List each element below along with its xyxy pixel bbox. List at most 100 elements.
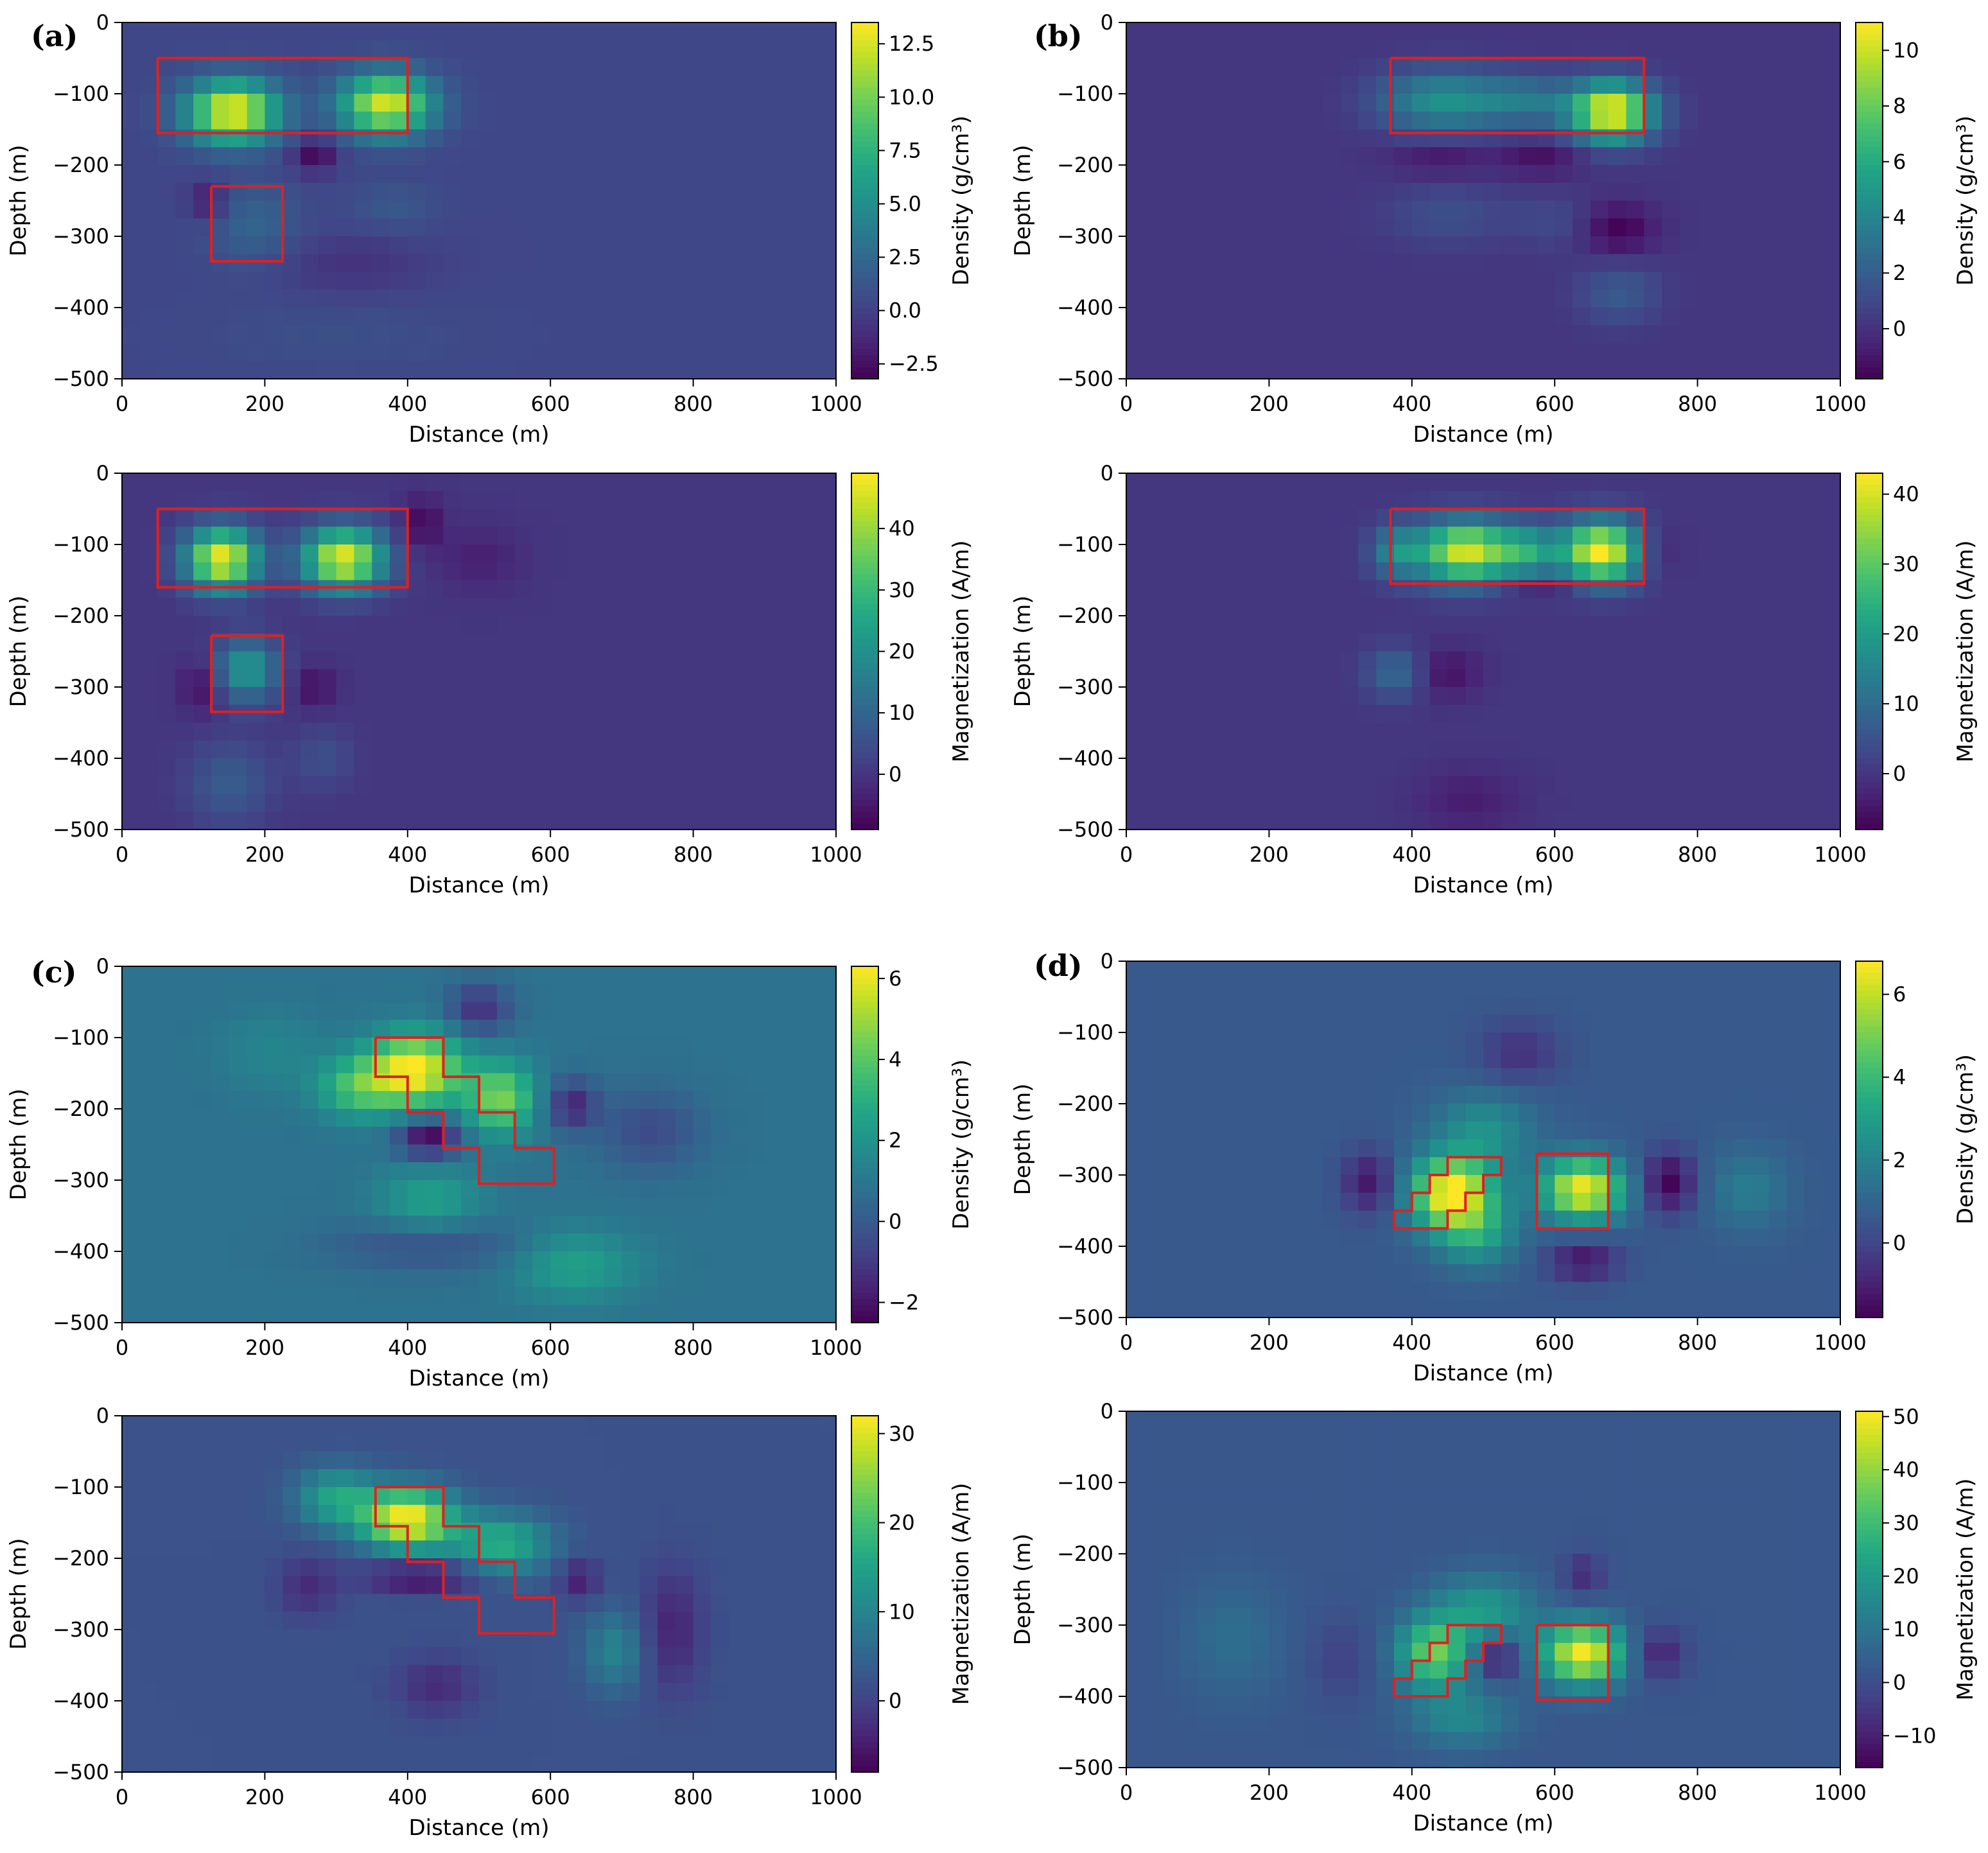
heatmap-cell <box>122 94 141 112</box>
heatmap-cell <box>1519 165 1537 184</box>
heatmap-cell <box>1376 651 1395 670</box>
heatmap-cell <box>550 966 569 985</box>
heatmap-cell <box>1233 1246 1252 1265</box>
heatmap-cell <box>390 272 408 290</box>
heatmap-cell <box>693 669 711 688</box>
heatmap-cell <box>1662 325 1680 344</box>
heatmap-cell <box>747 491 765 510</box>
heatmap-cell <box>479 111 498 130</box>
colorbar-step <box>851 206 878 213</box>
heatmap-cell <box>1162 758 1180 777</box>
colorbar-step <box>851 598 878 605</box>
heatmap-cell <box>568 1233 587 1252</box>
heatmap-cell <box>372 1215 390 1234</box>
heatmap-cell <box>1251 343 1269 361</box>
heatmap-cell <box>318 812 337 830</box>
heatmap-cell <box>461 473 480 492</box>
heatmap-cell <box>1662 598 1680 616</box>
heatmap-cell <box>211 544 230 563</box>
heatmap-cell <box>1447 704 1466 724</box>
heatmap-cell <box>425 254 444 273</box>
colorbar-step <box>851 1102 878 1109</box>
heatmap-cell <box>157 236 176 255</box>
heatmap-cell <box>729 704 747 724</box>
colorbar-step <box>1856 556 1883 563</box>
heatmap-cell <box>1269 22 1287 41</box>
heatmap-cell <box>1233 76 1252 94</box>
heatmap-cell <box>1679 687 1698 706</box>
heatmap-cell <box>1786 272 1805 290</box>
heatmap-cell <box>782 651 801 670</box>
heatmap-cell <box>1715 218 1734 237</box>
heatmap-cell <box>1697 776 1716 795</box>
heatmap-cell <box>1287 1104 1305 1122</box>
heatmap-cell <box>1733 687 1752 706</box>
heatmap-cell <box>1501 598 1520 616</box>
colorbar-frame <box>851 966 879 1323</box>
heatmap-cell <box>211 111 230 130</box>
heatmap-cell <box>550 758 569 777</box>
heatmap-cell <box>318 1002 337 1020</box>
colorbar-step <box>851 100 878 107</box>
heatmap-cell <box>800 1287 819 1305</box>
heatmap-cell <box>1305 1050 1323 1069</box>
heatmap-cell <box>461 165 480 184</box>
heatmap-cell <box>764 509 783 527</box>
heatmap-cell <box>1411 22 1431 41</box>
heatmap-cell <box>568 473 587 492</box>
heatmap-cell <box>1376 165 1395 184</box>
heatmap-cell <box>247 491 265 510</box>
heatmap-cell <box>1804 562 1823 581</box>
heatmap-cell <box>193 1055 212 1074</box>
heatmap-cell <box>247 1305 265 1323</box>
heatmap-cell <box>1233 236 1252 255</box>
heatmap-cell <box>1662 94 1680 112</box>
heatmap-cell <box>372 651 390 670</box>
colorbar-step <box>851 141 878 148</box>
heatmap-cell <box>800 111 819 130</box>
heatmap-cell <box>658 794 676 812</box>
heatmap-cell <box>1126 1264 1145 1283</box>
heatmap-cell <box>1626 325 1644 344</box>
heatmap-cell <box>1180 129 1198 148</box>
colorbar-step <box>1856 645 1883 652</box>
heatmap-cell <box>1198 758 1216 777</box>
heatmap-cell <box>550 129 569 148</box>
heatmap-cell <box>532 598 551 616</box>
heatmap-cell <box>514 40 533 59</box>
colorbar-step <box>851 711 878 717</box>
colorbar-step <box>1856 604 1883 611</box>
heatmap-cell <box>157 776 176 795</box>
heatmap-cell <box>1519 509 1537 527</box>
heatmap-cell <box>604 1233 622 1252</box>
heatmap-cell <box>1697 491 1716 510</box>
heatmap-cell <box>1786 544 1805 563</box>
heatmap-cell <box>336 598 354 616</box>
colorbar-step <box>1856 290 1883 297</box>
colorbar-step <box>851 1210 878 1217</box>
heatmap-cell <box>1162 1264 1180 1283</box>
heatmap-cell <box>283 165 301 184</box>
heatmap-cell <box>425 1020 444 1038</box>
heatmap-cell <box>301 562 319 581</box>
heatmap-cell <box>764 1215 783 1234</box>
heatmap-cell <box>1483 1175 1502 1194</box>
heatmap-cell <box>1269 200 1287 219</box>
heatmap-cell <box>640 776 658 795</box>
heatmap-cell <box>1287 740 1305 759</box>
heatmap-cell <box>139 1162 159 1181</box>
heatmap-cell <box>407 669 426 688</box>
heatmap-cell <box>514 687 533 706</box>
heatmap-cell <box>550 272 569 290</box>
heatmap-cell <box>1340 1264 1359 1283</box>
heatmap-cell <box>1804 687 1823 706</box>
heatmap-cell <box>586 1002 605 1020</box>
heatmap-cell <box>175 1126 194 1145</box>
heatmap-cell <box>782 1126 801 1145</box>
heatmap-cell <box>318 218 337 237</box>
heatmap-cell <box>1251 236 1269 255</box>
heatmap-cell <box>425 704 444 724</box>
heatmap-cell <box>550 1126 569 1145</box>
heatmap-cell <box>1411 1121 1431 1140</box>
heatmap-cell <box>1322 544 1341 563</box>
